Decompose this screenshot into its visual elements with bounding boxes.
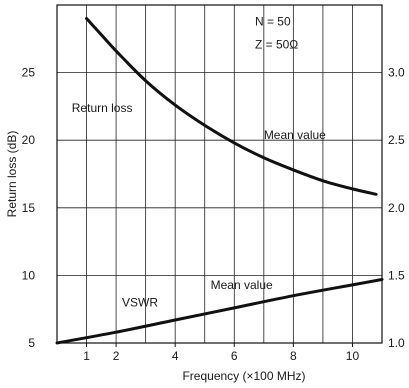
axis-ticks: 1 2 4 6 8 10 5 10 15 20 25 1.0 1.5 2.0 2.5 3.0 (22, 66, 405, 363)
x-tick-label-5: 10 (346, 349, 360, 363)
annotations: N = 50 Z = 50Ω Return loss Mean value Mean v… (72, 14, 326, 309)
annotation-4: Mean value (211, 278, 273, 292)
y2-tick-label-2: 2.0 (388, 201, 405, 215)
x-tick-label-3: 6 (231, 349, 238, 363)
x-tick-label-0: 1 (83, 349, 90, 363)
series-line-return-loss (85, 17, 378, 196)
annotation-1: Z = 50Ω (255, 37, 298, 51)
y-tick-label-3: 20 (22, 133, 36, 147)
x-tick-label-4: 8 (290, 349, 297, 363)
y2-tick-label-3: 2.5 (388, 133, 405, 147)
x-tick-label-1: 2 (113, 349, 120, 363)
y2-tick-label-4: 3.0 (388, 66, 405, 80)
annotation-3: Mean value (264, 128, 326, 142)
x-axis-label: Frequency (×100 MHz) (182, 369, 305, 383)
annotation-5: VSWR (122, 295, 158, 309)
annotation-0: N = 50 (255, 14, 291, 28)
y-axis-label: Return loss (dB) (5, 131, 19, 218)
grid-lines (57, 5, 382, 344)
series-line-vswr (55, 277, 384, 345)
y-tick-label-4: 25 (22, 66, 36, 80)
y2-tick-label-1: 1.5 (388, 268, 405, 282)
y-tick-label-0: 5 (28, 336, 35, 350)
series-lines (55, 17, 384, 345)
y-tick-label-2: 15 (22, 201, 36, 215)
annotation-2: Return loss (72, 101, 133, 115)
y-tick-label-1: 10 (22, 268, 36, 282)
x-tick-label-2: 4 (172, 349, 179, 363)
plot-frame (56, 4, 383, 344)
y2-tick-label-0: 1.0 (388, 336, 405, 350)
